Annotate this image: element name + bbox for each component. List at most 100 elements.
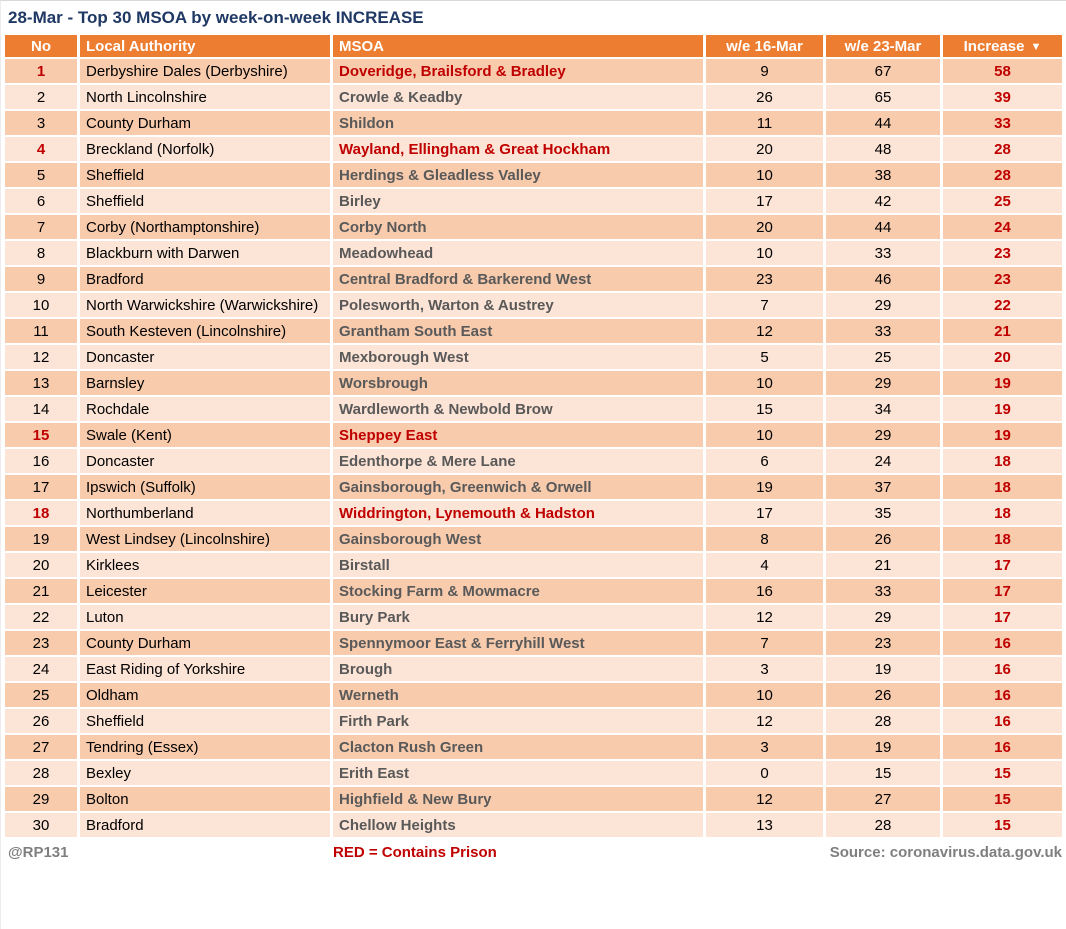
msoa-cell: Gainsborough West: [333, 527, 706, 553]
local-authority-cell: Sheffield: [80, 189, 333, 215]
we-23-mar-cell: 26: [826, 527, 943, 553]
column-header-no: No: [5, 35, 80, 59]
increase-cell: 28: [943, 163, 1062, 189]
increase-cell: 15: [943, 813, 1062, 839]
we-16-mar-cell: 12: [706, 787, 826, 813]
table-row: 7 Corby (Northamptonshire) Corby North 2…: [5, 215, 1062, 241]
msoa-cell: Polesworth, Warton & Austrey: [333, 293, 706, 319]
rank-cell: 4: [5, 137, 80, 163]
increase-cell: 33: [943, 111, 1062, 137]
we-16-mar-cell: 26: [706, 85, 826, 111]
we-23-mar-cell: 33: [826, 579, 943, 605]
column-header-msoa: MSOA: [333, 35, 706, 59]
table-header: No Local Authority MSOA w/e 16-Mar w/e 2…: [5, 35, 1062, 59]
rank-cell: 13: [5, 371, 80, 397]
local-authority-cell: Doncaster: [80, 345, 333, 371]
increase-cell: 18: [943, 501, 1062, 527]
increase-cell: 24: [943, 215, 1062, 241]
we-23-mar-cell: 44: [826, 111, 943, 137]
msoa-cell: Werneth: [333, 683, 706, 709]
we-23-mar-cell: 48: [826, 137, 943, 163]
table-row: 17 Ipswich (Suffolk) Gainsborough, Green…: [5, 475, 1062, 501]
rank-cell: 12: [5, 345, 80, 371]
we-23-mar-cell: 28: [826, 813, 943, 839]
local-authority-cell: Bexley: [80, 761, 333, 787]
column-header-we-23-mar: w/e 23-Mar: [826, 35, 943, 59]
we-16-mar-cell: 16: [706, 579, 826, 605]
we-23-mar-cell: 37: [826, 475, 943, 501]
page-title: 28-Mar - Top 30 MSOA by week-on-week INC…: [8, 8, 424, 27]
local-authority-cell: Northumberland: [80, 501, 333, 527]
msoa-cell: Gainsborough, Greenwich & Orwell: [333, 475, 706, 501]
msoa-cell: Edenthorpe & Mere Lane: [333, 449, 706, 475]
local-authority-cell: Bradford: [80, 813, 333, 839]
increase-cell: 16: [943, 709, 1062, 735]
msoa-cell: Birstall: [333, 553, 706, 579]
local-authority-cell: North Lincolnshire: [80, 85, 333, 111]
msoa-cell: Central Bradford & Barkerend West: [333, 267, 706, 293]
increase-cell: 16: [943, 735, 1062, 761]
msoa-cell: Widdrington, Lynemouth & Hadston: [333, 501, 706, 527]
increase-cell: 21: [943, 319, 1062, 345]
increase-cell: 23: [943, 267, 1062, 293]
we-23-mar-cell: 44: [826, 215, 943, 241]
we-16-mar-cell: 7: [706, 631, 826, 657]
rank-cell: 10: [5, 293, 80, 319]
increase-cell: 28: [943, 137, 1062, 163]
table-row: 22 Luton Bury Park 12 29 17: [5, 605, 1062, 631]
we-23-mar-cell: 65: [826, 85, 943, 111]
table-row: 21 Leicester Stocking Farm & Mowmacre 16…: [5, 579, 1062, 605]
we-16-mar-cell: 4: [706, 553, 826, 579]
we-16-mar-cell: 3: [706, 657, 826, 683]
we-16-mar-cell: 11: [706, 111, 826, 137]
sort-descending-icon[interactable]: ▼: [1030, 40, 1042, 53]
rank-cell: 3: [5, 111, 80, 137]
data-source: Source: coronavirus.data.gov.uk: [829, 844, 1062, 861]
table-row: 2 North Lincolnshire Crowle & Keadby 26 …: [5, 85, 1062, 111]
rank-cell: 15: [5, 423, 80, 449]
table-row: 20 Kirklees Birstall 4 21 17: [5, 553, 1062, 579]
footer: @RP131 RED = Contains Prison Source: cor…: [5, 839, 1062, 866]
table-row: 6 Sheffield Birley 17 42 25: [5, 189, 1062, 215]
local-authority-cell: Oldham: [80, 683, 333, 709]
local-authority-cell: Blackburn with Darwen: [80, 241, 333, 267]
increase-cell: 18: [943, 527, 1062, 553]
rank-cell: 1: [5, 59, 80, 85]
we-23-mar-cell: 38: [826, 163, 943, 189]
msoa-cell: Spennymoor East & Ferryhill West: [333, 631, 706, 657]
increase-cell: 20: [943, 345, 1062, 371]
msoa-cell: Shildon: [333, 111, 706, 137]
we-23-mar-cell: 33: [826, 319, 943, 345]
column-header-increase[interactable]: Increase ▼: [943, 35, 1062, 59]
we-16-mar-cell: 17: [706, 189, 826, 215]
rank-cell: 5: [5, 163, 80, 189]
rank-cell: 9: [5, 267, 80, 293]
local-authority-cell: East Riding of Yorkshire: [80, 657, 333, 683]
msoa-cell: Chellow Heights: [333, 813, 706, 839]
local-authority-cell: North Warwickshire (Warwickshire): [80, 293, 333, 319]
increase-cell: 39: [943, 85, 1062, 111]
rank-cell: 16: [5, 449, 80, 475]
we-23-mar-cell: 28: [826, 709, 943, 735]
increase-cell: 25: [943, 189, 1062, 215]
column-header-we-16-mar: w/e 16-Mar: [706, 35, 826, 59]
increase-cell: 19: [943, 371, 1062, 397]
rank-cell: 18: [5, 501, 80, 527]
rank-cell: 14: [5, 397, 80, 423]
table-row: 1 Derbyshire Dales (Derbyshire) Doveridg…: [5, 59, 1062, 85]
local-authority-cell: Sheffield: [80, 163, 333, 189]
table-row: 3 County Durham Shildon 11 44 33: [5, 111, 1062, 137]
we-16-mar-cell: 19: [706, 475, 826, 501]
increase-cell: 22: [943, 293, 1062, 319]
we-16-mar-cell: 10: [706, 241, 826, 267]
we-16-mar-cell: 12: [706, 709, 826, 735]
rank-cell: 17: [5, 475, 80, 501]
we-16-mar-cell: 13: [706, 813, 826, 839]
msoa-cell: Birley: [333, 189, 706, 215]
msoa-cell: Mexborough West: [333, 345, 706, 371]
msoa-cell: Brough: [333, 657, 706, 683]
table-row: 25 Oldham Werneth 10 26 16: [5, 683, 1062, 709]
we-16-mar-cell: 0: [706, 761, 826, 787]
msoa-cell: Wayland, Ellingham & Great Hockham: [333, 137, 706, 163]
we-23-mar-cell: 15: [826, 761, 943, 787]
